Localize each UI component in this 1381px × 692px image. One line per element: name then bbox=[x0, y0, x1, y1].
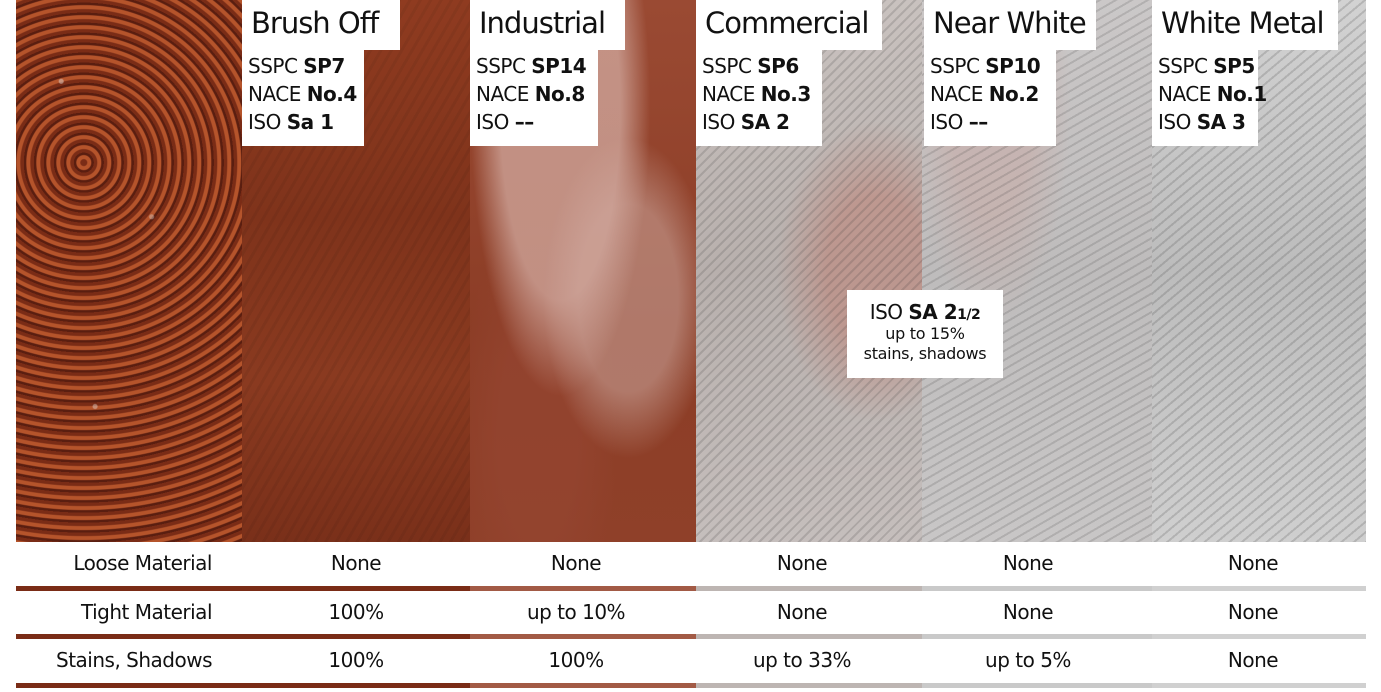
sspc-value: SP10 bbox=[985, 54, 1041, 78]
table-cell: 100% bbox=[548, 648, 604, 672]
nace-value: No.1 bbox=[1216, 82, 1268, 106]
table-cell: None bbox=[1227, 551, 1279, 575]
callout-prefix: ISO bbox=[869, 300, 903, 324]
table-row: Tight Material 100% up to 10% None None … bbox=[0, 591, 1381, 633]
table-cell: None bbox=[1002, 551, 1054, 575]
column-title: Near White bbox=[933, 6, 1087, 40]
spec-prefix: SSPC bbox=[1158, 54, 1208, 78]
table-cell: 100% bbox=[328, 648, 384, 672]
nace-value: No.2 bbox=[988, 82, 1040, 106]
row-name: Tight Material bbox=[81, 600, 212, 624]
column-header-white-metal: White Metal bbox=[1152, 0, 1338, 50]
nace-value: No.3 bbox=[760, 82, 812, 106]
sspc-value: SP6 bbox=[757, 54, 799, 78]
spec-box-industrial: SSPC SP14 NACE No.8 ISO –– bbox=[470, 50, 598, 146]
spec-prefix: SSPC bbox=[248, 54, 298, 78]
table-cell: None bbox=[1002, 600, 1054, 624]
callout-description: stains, shadows bbox=[863, 344, 987, 363]
spec-prefix: SSPC bbox=[476, 54, 526, 78]
iso-value: SA 3 bbox=[1196, 110, 1246, 134]
table-cell: None bbox=[776, 600, 828, 624]
nace-value: No.8 bbox=[534, 82, 586, 106]
spec-prefix: NACE bbox=[930, 82, 983, 106]
spec-prefix: ISO bbox=[476, 110, 509, 134]
column-title: Brush Off bbox=[251, 6, 379, 40]
row-divider bbox=[16, 586, 1366, 591]
sspc-value: SP14 bbox=[531, 54, 587, 78]
column-header-near-white: Near White bbox=[924, 0, 1096, 50]
iso-sa-2-half-callout: ISO SA 21/2 up to 15% stains, shadows bbox=[847, 290, 1003, 378]
spec-prefix: NACE bbox=[248, 82, 301, 106]
column-title: Industrial bbox=[479, 6, 606, 40]
sspc-value: SP7 bbox=[303, 54, 345, 78]
spec-prefix: ISO bbox=[702, 110, 735, 134]
table-cell: None bbox=[1227, 600, 1279, 624]
column-title: White Metal bbox=[1161, 6, 1325, 40]
table-cell: None bbox=[550, 551, 602, 575]
spec-box-white-metal: SSPC SP5 NACE No.1 ISO SA 3 bbox=[1152, 50, 1267, 146]
table-cell: up to 33% bbox=[752, 648, 852, 672]
table-row: Stains, Shadows 100% 100% up to 33% up t… bbox=[0, 639, 1381, 681]
spec-prefix: NACE bbox=[702, 82, 755, 106]
table-cell: None bbox=[1227, 648, 1279, 672]
iso-value: SA 2 bbox=[740, 110, 790, 134]
spec-prefix: ISO bbox=[1158, 110, 1191, 134]
column-header-brush-off: Brush Off bbox=[242, 0, 400, 50]
spec-box-near-white: SSPC SP10 NACE No.2 ISO –– bbox=[924, 50, 1056, 146]
table-cell: None bbox=[776, 551, 828, 575]
spec-prefix: ISO bbox=[248, 110, 281, 134]
iso-value: –– bbox=[514, 110, 535, 134]
spec-prefix: NACE bbox=[476, 82, 529, 106]
nace-value: No.4 bbox=[306, 82, 358, 106]
column-header-commercial: Commercial bbox=[696, 0, 882, 50]
table-cell: None bbox=[330, 551, 382, 575]
spec-box-commercial: SSPC SP6 NACE No.3 ISO SA 2 bbox=[696, 50, 822, 146]
table-cell: up to 10% bbox=[526, 600, 626, 624]
row-divider bbox=[16, 683, 1366, 688]
callout-fraction: 1/2 bbox=[957, 307, 981, 323]
row-divider bbox=[16, 634, 1366, 639]
spec-prefix: SSPC bbox=[702, 54, 752, 78]
callout-percent: up to 15% bbox=[885, 324, 965, 343]
table-row: Loose Material None None None None None bbox=[0, 542, 1381, 584]
column-title: Commercial bbox=[705, 6, 869, 40]
row-name: Stains, Shadows bbox=[56, 648, 213, 672]
spec-prefix: ISO bbox=[930, 110, 963, 134]
iso-value: –– bbox=[968, 110, 989, 134]
table-cell: up to 5% bbox=[985, 648, 1071, 672]
rust-sample-panel bbox=[16, 0, 242, 542]
table-cell: 100% bbox=[328, 600, 384, 624]
spec-prefix: NACE bbox=[1158, 82, 1211, 106]
spec-prefix: SSPC bbox=[930, 54, 980, 78]
callout-grade: SA 2 bbox=[908, 300, 958, 324]
row-name: Loose Material bbox=[73, 551, 212, 575]
spec-box-brush-off: SSPC SP7 NACE No.4 ISO Sa 1 bbox=[242, 50, 364, 146]
iso-value: Sa 1 bbox=[286, 110, 334, 134]
sspc-value: SP5 bbox=[1213, 54, 1255, 78]
column-header-industrial: Industrial bbox=[470, 0, 625, 50]
